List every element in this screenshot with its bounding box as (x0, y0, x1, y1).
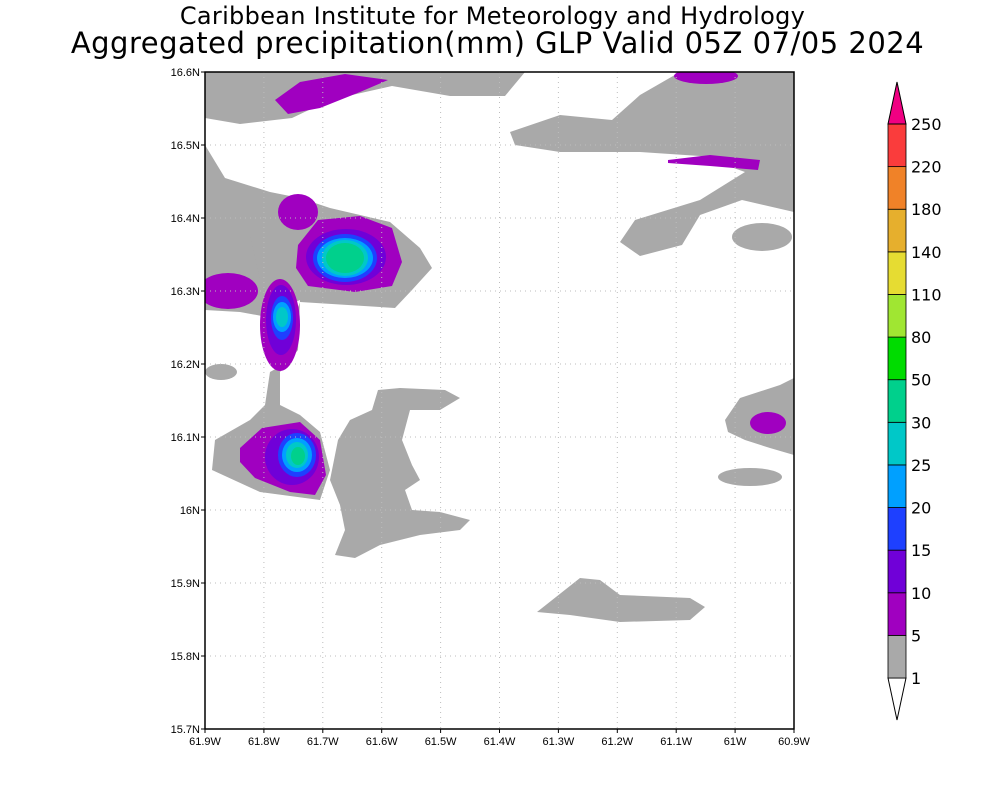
colorbar-label: 15 (911, 541, 931, 560)
colorbar-label: 30 (911, 413, 931, 432)
colorbar-label: 25 (911, 456, 931, 475)
map-title: Aggregated precipitation(mm) GLP Valid 0… (70, 26, 925, 60)
y-tick-label: 16.4N (171, 213, 200, 225)
colorbar-segment (887, 549, 907, 594)
colorbar-segment (887, 166, 907, 210)
colorbar-lower-arrow (887, 677, 907, 721)
x-tick-label: 61.6W (366, 736, 398, 748)
precip-30-50mm (291, 243, 364, 465)
colorbar-label: 80 (911, 328, 931, 347)
colorbar-segment (887, 507, 907, 551)
x-tick-label: 61.9W (189, 736, 221, 748)
colorbar-segment (887, 592, 907, 636)
x-tick-label: 61.1W (660, 736, 692, 748)
y-axis: 15.7N 15.8N 15.9N 16N 16.1N 16.2N 16.3N 16.4N 16… (171, 67, 205, 736)
x-tick-label: 61.3W (543, 736, 575, 748)
colorbar-label: 1 (911, 669, 921, 688)
colorbar-segment (887, 421, 907, 466)
colorbar-label: 10 (911, 584, 931, 603)
y-tick-label: 15.8N (171, 651, 200, 663)
y-tick-label: 16.2N (171, 359, 200, 371)
x-tick-label: 61.2W (601, 736, 633, 748)
colorbar-segment (887, 464, 907, 508)
x-tick-label: 61W (724, 736, 747, 748)
x-tick-label: 61.7W (307, 736, 339, 748)
colorbar-upper-arrow (887, 81, 907, 125)
colorbar-label: 110 (911, 285, 942, 304)
colorbar-segment (887, 123, 907, 168)
colorbar-segment (887, 336, 907, 381)
colorbar-label: 5 (911, 626, 921, 645)
institute-title: Caribbean Institute for Meteorology and … (179, 2, 806, 30)
y-tick-label: 16.3N (171, 286, 200, 298)
colorbar-segment (887, 294, 907, 338)
colorbar-label: 250 (911, 115, 942, 134)
gridlines (205, 72, 794, 729)
x-tick-label: 61.8W (248, 736, 280, 748)
colorbar-label: 140 (911, 243, 942, 262)
colorbar-label: 220 (911, 158, 942, 177)
y-tick-label: 15.9N (171, 578, 200, 590)
colorbar-segment (887, 251, 907, 295)
precip-field (205, 72, 794, 622)
colorbar-segment (887, 634, 907, 679)
plot-frame (204, 71, 795, 730)
colorbar-label: 50 (911, 371, 931, 390)
y-tick-label: 15.7N (171, 724, 200, 736)
y-tick-label: 16.5N (171, 140, 200, 152)
y-tick-label: 16N (180, 505, 200, 517)
y-tick-label: 16.6N (171, 67, 200, 79)
y-tick-label: 16.1N (171, 432, 200, 444)
colorbar-label: 20 (911, 499, 931, 518)
colorbar-label: 180 (911, 200, 942, 219)
x-tick-label: 60.9W (778, 736, 810, 748)
x-tick-label: 61.4W (484, 736, 516, 748)
colorbar-segment (887, 208, 907, 253)
colorbar-segment (887, 379, 907, 423)
x-tick-label: 61.5W (425, 736, 457, 748)
x-axis: 61.9W 61.8W 61.7W 61.6W 61.5W 61.4W 61.3W 61.2W… (189, 729, 811, 748)
